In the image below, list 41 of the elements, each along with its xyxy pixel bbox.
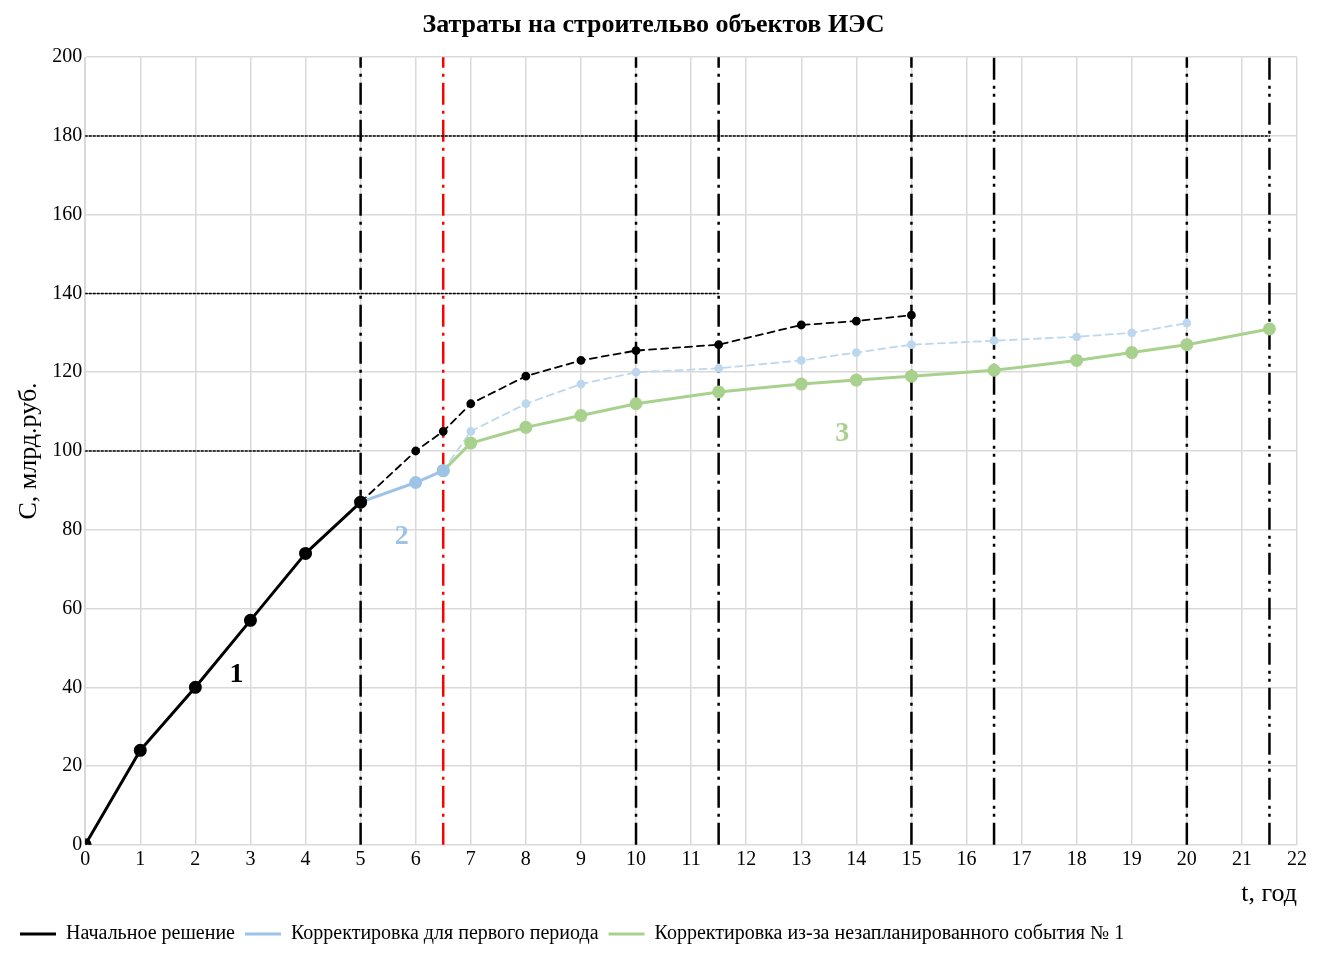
- y-tick-label: 160: [52, 201, 83, 224]
- y-tick-label: 80: [62, 517, 83, 540]
- y-tick-label: 60: [62, 595, 83, 618]
- x-tick-label: 12: [736, 847, 757, 870]
- x-tick-label: 4: [300, 847, 311, 870]
- y-tick-label: 20: [62, 753, 83, 776]
- legend-label: Корректировка из-за незапланированного события № 1: [654, 921, 1125, 945]
- y-tick-label: 100: [52, 438, 83, 461]
- y-tick-label: 120: [52, 359, 83, 382]
- y-tick-label: 140: [52, 280, 83, 303]
- x-tick-label: 21: [1231, 847, 1252, 870]
- x-tick-label: 1: [135, 847, 146, 870]
- x-tick-label: 7: [465, 847, 476, 870]
- chart-title: Затраты на строительво объектов ИЭС: [422, 9, 885, 39]
- annotation: 1: [229, 656, 244, 688]
- x-tick-label: 11: [681, 847, 701, 870]
- x-tick-label: 6: [410, 847, 421, 870]
- legend-label: Начальное решение: [66, 921, 236, 945]
- annotation: 2: [394, 518, 409, 550]
- x-tick-label: 19: [1121, 847, 1142, 870]
- x-tick-label: 5: [355, 847, 366, 870]
- x-tick-label: 13: [791, 847, 812, 870]
- y-tick-label: 180: [52, 123, 83, 146]
- legend-label: Корректировка для первого периода: [290, 921, 599, 945]
- x-tick-label: 17: [1011, 847, 1032, 870]
- x-tick-label: 22: [1287, 847, 1307, 870]
- annotation: 3: [835, 416, 850, 448]
- x-tick-label: 14: [846, 847, 867, 870]
- x-axis-title: t, год: [1241, 878, 1297, 908]
- y-axis-title: С, млрд.руб.: [13, 382, 43, 520]
- x-tick-label: 16: [956, 847, 977, 870]
- x-tick-label: 20: [1176, 847, 1197, 870]
- x-tick-label: 9: [575, 847, 586, 870]
- x-tick-label: 2: [190, 847, 201, 870]
- y-tick-label: 40: [62, 674, 83, 697]
- x-tick-label: 15: [901, 847, 922, 870]
- x-tick-label: 8: [520, 847, 531, 870]
- x-tick-label: 10: [626, 847, 647, 870]
- x-tick-label: 3: [245, 847, 256, 870]
- y-tick-label: 200: [52, 44, 83, 67]
- x-tick-label: 18: [1066, 847, 1087, 870]
